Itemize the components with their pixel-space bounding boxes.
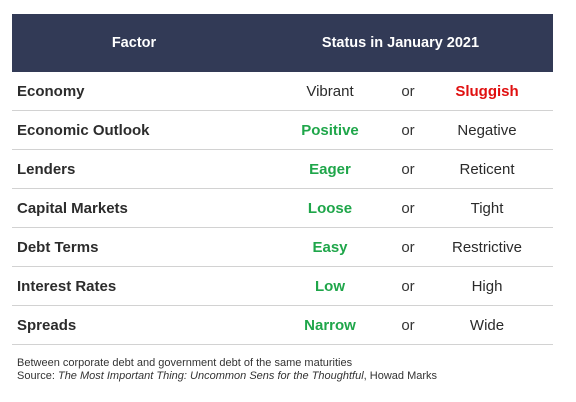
table-row: Lenders Eager or Reticent — [12, 150, 553, 189]
row-connector: or — [401, 82, 415, 100]
row-factor: Capital Markets — [17, 199, 128, 217]
row-option-2: Tight — [470, 199, 504, 217]
row-option-1: Eager — [309, 160, 351, 178]
row-option-1: Loose — [307, 199, 353, 217]
row-factor: Spreads — [17, 316, 77, 334]
row-option-2: Reticent — [459, 160, 515, 178]
row-option-1: Low — [315, 277, 345, 295]
row-option-2: Wide — [469, 316, 505, 334]
row-factor: Interest Rates — [17, 277, 117, 295]
row-connector: or — [401, 277, 415, 295]
row-option-1: Narrow — [304, 316, 356, 334]
row-option-2: Sluggish — [455, 82, 519, 100]
footnotes: Between corporate debt and government de… — [17, 357, 437, 383]
source-prefix: Source: — [17, 370, 58, 382]
row-factor: Debt Terms — [17, 238, 99, 256]
row-connector: or — [401, 160, 415, 178]
source-line: Source: The Most Important Thing: Uncomm… — [17, 370, 437, 383]
row-option-2: Negative — [457, 121, 517, 139]
header-factor: Factor — [111, 35, 157, 51]
source-suffix: , Howad Marks — [363, 370, 438, 382]
row-option-2: High — [471, 277, 503, 295]
row-option-1: Vibrant — [306, 82, 354, 100]
table-row: Debt Terms Easy or Restrictive — [12, 228, 553, 267]
table-row: Spreads Narrow or Wide — [12, 306, 553, 345]
row-factor: Economic Outlook — [17, 121, 150, 139]
table-row: Economic Outlook Positive or Negative — [12, 111, 553, 150]
status-table: Factor Status in January 2021 Economy Vi… — [12, 14, 553, 345]
table-header: Factor Status in January 2021 — [12, 14, 553, 72]
source-title: The Most Important Thing: Uncommon Sens … — [57, 370, 364, 382]
header-status: Status in January 2021 — [321, 35, 480, 51]
row-option-2: Restrictive — [451, 238, 522, 256]
row-option-1: Positive — [301, 121, 359, 139]
row-connector: or — [401, 199, 415, 217]
row-connector: or — [401, 238, 415, 256]
footnote-text: Between corporate debt and government de… — [17, 357, 353, 369]
row-factor: Economy — [17, 82, 85, 100]
table-row: Interest Rates Low or High — [12, 267, 553, 306]
table-row: Capital Markets Loose or Tight — [12, 189, 553, 228]
row-factor: Lenders — [17, 160, 76, 178]
table-row: Economy Vibrant or Sluggish — [12, 72, 553, 111]
row-option-1: Easy — [312, 238, 348, 256]
row-connector: or — [401, 316, 415, 334]
row-connector: or — [401, 121, 415, 139]
